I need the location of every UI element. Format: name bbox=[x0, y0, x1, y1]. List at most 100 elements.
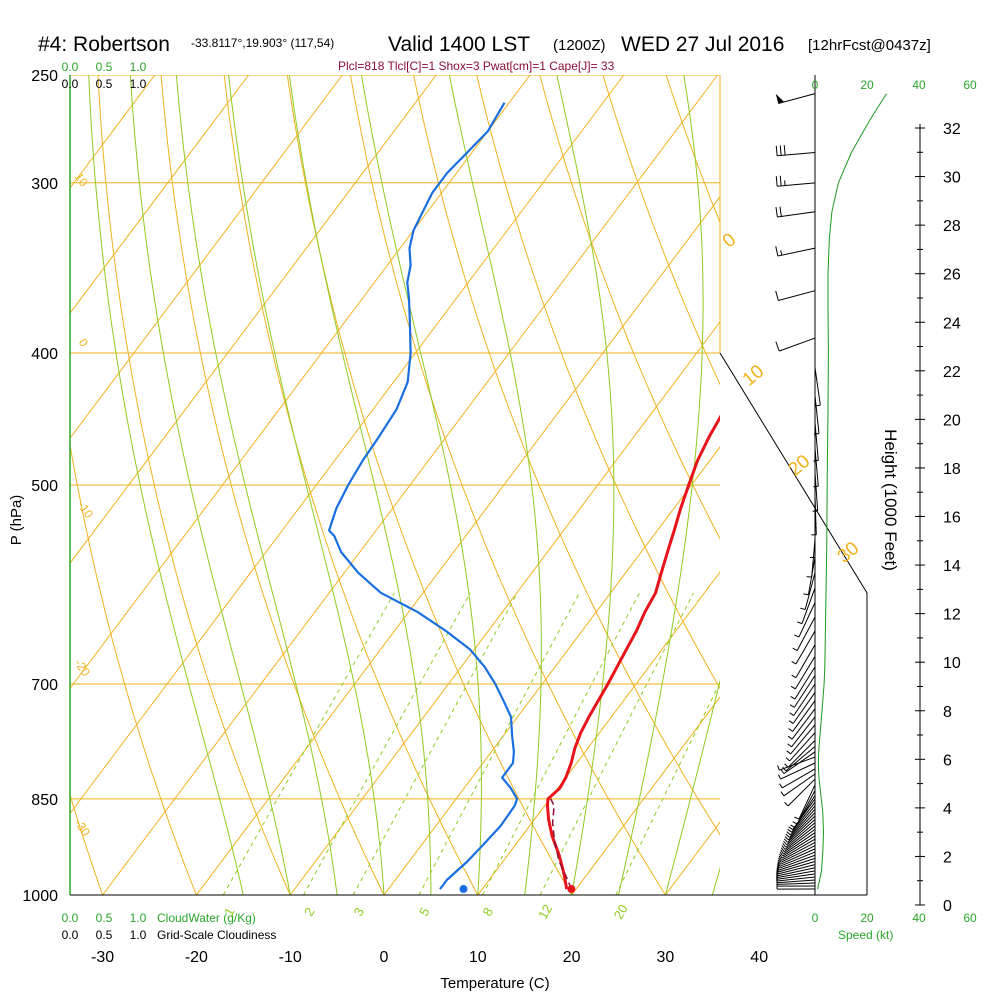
cloudiness-scale-bottom: 1.0 bbox=[130, 928, 147, 942]
wind-barb bbox=[790, 656, 816, 690]
wind-barb bbox=[784, 740, 816, 768]
wind-barb-half-flag bbox=[787, 743, 792, 748]
height-tick-label: 32 bbox=[943, 121, 961, 138]
isotherm-line bbox=[853, 75, 1000, 895]
wind-barb bbox=[782, 746, 816, 772]
moist-adiabat-line bbox=[556, 75, 615, 895]
dry-adiabat-label: -30 bbox=[72, 817, 94, 840]
wind-barb bbox=[777, 854, 816, 869]
wind-barb-half-flag bbox=[790, 696, 796, 700]
wind-barb-flag bbox=[779, 206, 782, 217]
dry-adiabat-label: -20 bbox=[72, 657, 94, 680]
wind-barb-staff bbox=[776, 882, 816, 885]
wind-barb-staff bbox=[814, 422, 819, 461]
wind-barb-staff bbox=[780, 762, 816, 780]
mixing-ratio-label: 20 bbox=[611, 902, 631, 922]
cloudiness-scale-top: 1.0 bbox=[130, 77, 147, 91]
wind-barb bbox=[806, 539, 816, 578]
wind-barb-half-flag bbox=[787, 735, 793, 740]
wind-barb bbox=[794, 784, 816, 820]
wind-barb-staff bbox=[791, 716, 816, 748]
wind-barb-half-flag bbox=[792, 647, 798, 651]
wind-barb-staff bbox=[781, 838, 816, 859]
height-tick-label: 0 bbox=[943, 898, 952, 915]
wind-barb-half-flag bbox=[791, 660, 797, 665]
wind-barb bbox=[785, 808, 816, 838]
pressure-tick-label: 500 bbox=[31, 478, 58, 495]
dry-adiabat-label: 10 bbox=[72, 170, 91, 189]
mixing-ratio-line bbox=[222, 592, 395, 895]
wind-barb-staff bbox=[793, 683, 816, 716]
wind-barb-staff bbox=[783, 751, 816, 775]
wind-barb bbox=[792, 616, 816, 651]
moist-adiabat-line bbox=[228, 75, 385, 895]
y-axis-label: P (hPa) bbox=[8, 495, 25, 546]
wind-barb-half-flag bbox=[776, 868, 779, 874]
wind-barb-staff bbox=[777, 247, 816, 257]
wind-barb-half-flag bbox=[777, 765, 780, 771]
mixing-ratio-line bbox=[303, 592, 471, 895]
mixing-ratio-label: 8 bbox=[480, 905, 497, 919]
wind-barb-half-flag bbox=[787, 828, 792, 833]
wind-barb bbox=[813, 422, 819, 462]
mixing-ratio-label: 2 bbox=[301, 905, 318, 919]
pressure-tick-label: 850 bbox=[31, 792, 58, 809]
wind-barb bbox=[787, 716, 816, 748]
cloudiness-scale-top: 0.0 bbox=[62, 77, 79, 91]
speed-scale-top: 20 bbox=[860, 78, 874, 92]
wind-barb-staff bbox=[779, 337, 816, 352]
wind-barb-half-flag bbox=[777, 859, 781, 865]
dry-adiabat-line bbox=[97, 75, 291, 895]
wind-barb-staff bbox=[778, 93, 816, 104]
wind-barb-half-flag bbox=[780, 847, 785, 853]
cloudwater-scale-bottom: 0.0 bbox=[62, 911, 79, 925]
station-title: #4: Robertson bbox=[38, 33, 170, 56]
wind-barb-half-flag bbox=[779, 783, 783, 789]
wind-barb bbox=[775, 290, 816, 301]
wind-barb-staff bbox=[814, 395, 820, 434]
wind-barb-staff bbox=[787, 815, 816, 843]
height-tick-label: 26 bbox=[943, 267, 961, 284]
wind-barb bbox=[776, 861, 816, 873]
temperature-tick-label: -20 bbox=[185, 949, 208, 966]
wind-barb bbox=[785, 732, 816, 762]
wind-barb-staff bbox=[788, 812, 816, 841]
wind-barb bbox=[791, 630, 816, 665]
wind-barb-half-flag bbox=[779, 851, 784, 857]
dry-adiabat-line bbox=[970, 51, 1000, 895]
wind-barb bbox=[813, 448, 819, 488]
dry-adiabat-label: 0 bbox=[76, 336, 91, 350]
height-tick-label: 20 bbox=[943, 412, 961, 429]
moist-adiabat-line bbox=[175, 75, 338, 895]
moist-adiabat-line bbox=[361, 75, 482, 895]
isotherm-line bbox=[70, 75, 343, 440]
wind-barb bbox=[786, 724, 816, 755]
wind-barb-half-flag bbox=[784, 836, 789, 841]
wind-speed-profile bbox=[817, 93, 887, 890]
wind-barb-staff bbox=[798, 602, 816, 638]
wind-barb bbox=[783, 819, 816, 846]
wind-barb-flag bbox=[775, 246, 779, 257]
wind-barb bbox=[780, 832, 816, 855]
wind-barb-half-flag bbox=[784, 763, 789, 768]
mixing-ratio-line bbox=[539, 592, 695, 895]
wind-barb bbox=[787, 708, 816, 740]
wind-barb-staff bbox=[777, 870, 816, 878]
hodograph-frame-line bbox=[719, 352, 868, 895]
wind-barb-staff bbox=[794, 666, 816, 700]
wind-barb-staff bbox=[792, 700, 816, 732]
wind-barb-staff bbox=[792, 692, 816, 724]
wind-barb-half-flag bbox=[792, 821, 798, 825]
cloudwater-scale-top: 0.0 bbox=[62, 60, 79, 74]
temperature-tick-label: 40 bbox=[750, 949, 768, 966]
wind-barb bbox=[779, 835, 816, 857]
wind-barb bbox=[775, 175, 816, 187]
wind-barb-staff bbox=[784, 828, 816, 853]
dry-adiabat-line bbox=[70, 793, 104, 895]
isotherm-line bbox=[102, 75, 718, 895]
wind-barb-staff bbox=[783, 773, 816, 797]
wind-barb-flag bbox=[775, 207, 778, 218]
valid-date: WED 27 Jul 2016 bbox=[621, 33, 784, 56]
moist-adiabat-line bbox=[664, 678, 720, 895]
